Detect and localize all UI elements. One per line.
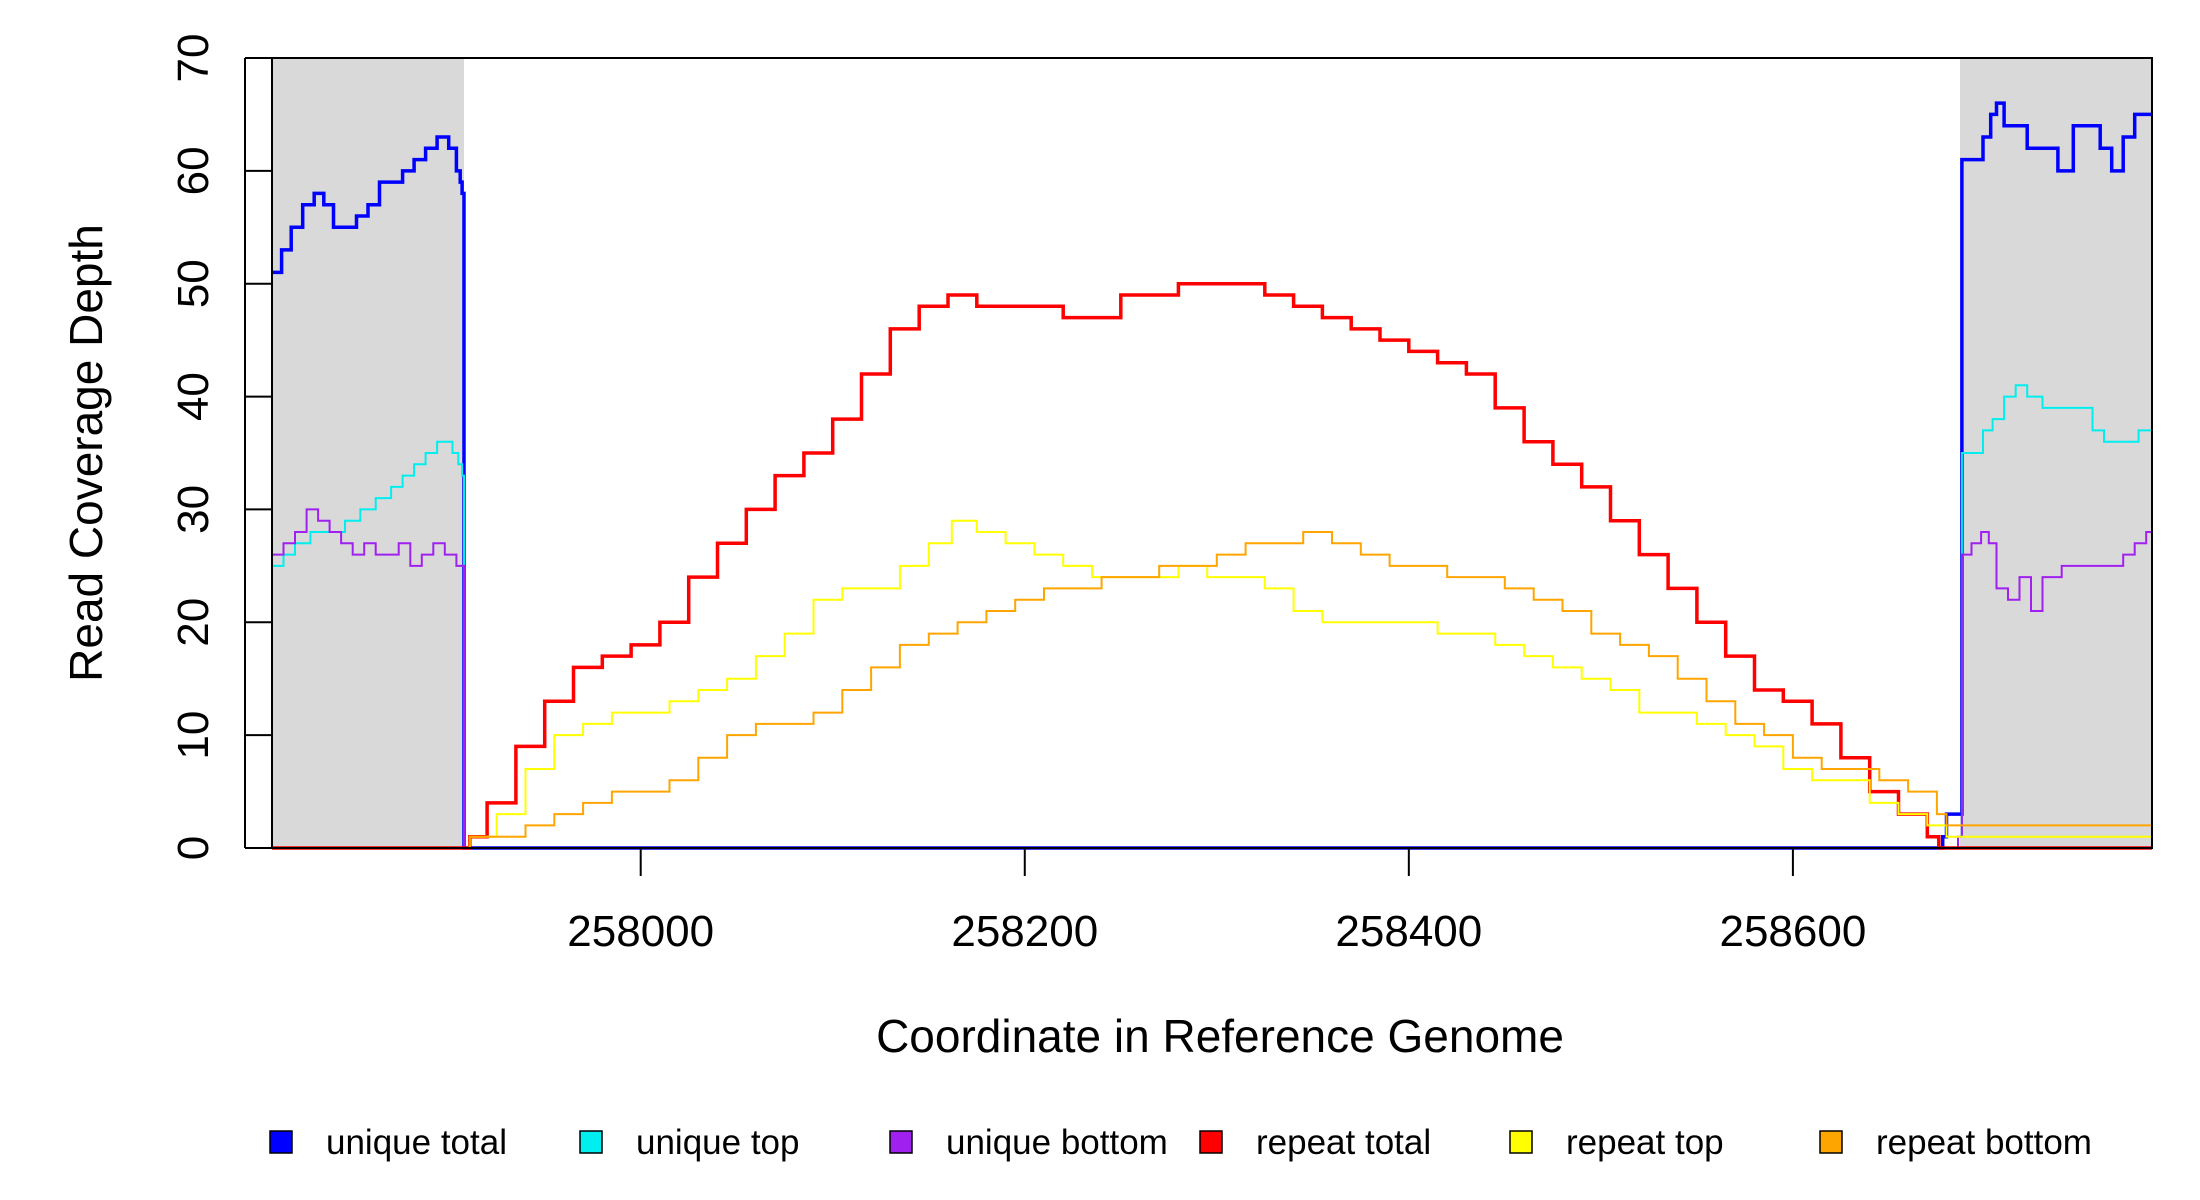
legend-label-repeat-top: repeat top [1566, 1123, 1724, 1162]
x-tick-label: 258600 [1719, 907, 1866, 956]
y-tick-label: 30 [169, 485, 218, 534]
x-tick-label: 258000 [567, 907, 714, 956]
x-axis-title: Coordinate in Reference Genome [876, 1010, 1564, 1062]
y-tick-label: 20 [169, 598, 218, 647]
x-axis: 258000 258200 258400 258600 [567, 848, 1866, 956]
series-line-repeat-bottom [272, 531, 2153, 849]
legend-label-unique-bottom: unique bottom [946, 1123, 1168, 1162]
y-tick-label: 10 [169, 711, 218, 760]
y-tick-label: 50 [169, 259, 218, 308]
series-line-repeat-top [272, 519, 2153, 849]
legend-swatch-unique-top [579, 1130, 603, 1154]
legend-swatch-repeat-bottom [1819, 1130, 1843, 1154]
x-tick-label: 258200 [951, 907, 1098, 956]
x-tick-label: 258400 [1335, 907, 1482, 956]
legend-swatch-unique-total [269, 1130, 293, 1154]
y-tick-label: 0 [169, 836, 218, 860]
shaded-region-2 [1959, 58, 2152, 848]
legend-swatch-repeat-total [1199, 1130, 1223, 1154]
y-tick-label: 60 [169, 146, 218, 195]
y-tick-label: 40 [169, 372, 218, 421]
legend-swatch-repeat-top [1509, 1130, 1533, 1154]
legend-swatch-unique-bottom [889, 1130, 913, 1154]
y-axis: 0 10 20 30 40 50 60 70 [169, 34, 272, 860]
series-line-repeat-total [272, 281, 2152, 850]
shaded-regions [272, 58, 2152, 848]
legend-label-repeat-bottom: repeat bottom [1876, 1123, 2092, 1162]
legend-label-repeat-total: repeat total [1256, 1123, 1431, 1162]
legend-label-unique-top: unique top [636, 1123, 799, 1162]
plot-frame [271, 57, 2153, 849]
series-lines [272, 101, 2153, 850]
y-tick-label: 70 [169, 34, 218, 83]
legend: unique total unique top unique bottom repea… [269, 1123, 2092, 1162]
y-axis-title: Read Coverage Depth [60, 224, 112, 682]
legend-label-unique-total: unique total [326, 1123, 507, 1162]
